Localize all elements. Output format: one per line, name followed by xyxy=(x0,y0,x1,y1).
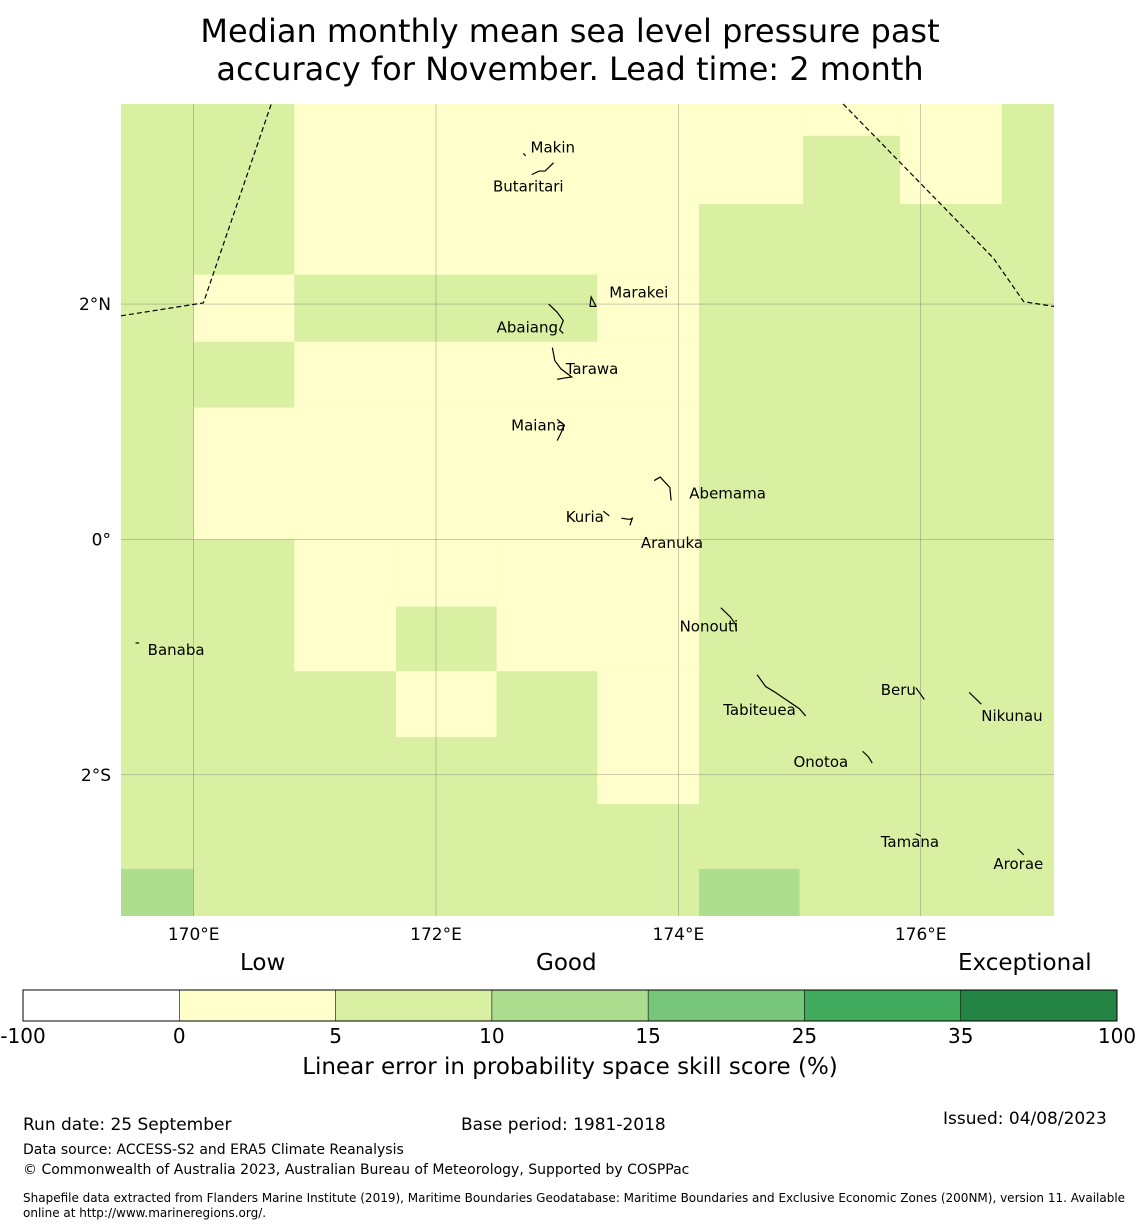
copyright: © Commonwealth of Australia 2023, Austra… xyxy=(23,1162,690,1178)
lat-tick-label: 2°S xyxy=(81,766,111,786)
eez-boundary-line xyxy=(120,103,272,317)
island-label-nikunau: Nikunau xyxy=(981,707,1042,725)
lat-tick-label: 0° xyxy=(92,530,111,550)
chart-title: Median monthly mean sea level pressure p… xyxy=(0,12,1140,88)
colorbar-tick-label: 100 xyxy=(1097,1024,1137,1048)
island-outline-marakei xyxy=(589,295,597,308)
graticule xyxy=(121,104,1054,916)
skill-cell xyxy=(698,868,800,916)
skill-cell xyxy=(396,671,497,738)
island-label-abaiang: Abaiang xyxy=(497,319,558,337)
colorbar-tick-label: 5 xyxy=(329,1024,342,1048)
island-label-marakei: Marakei xyxy=(609,283,668,301)
island-outline-onotoa xyxy=(862,750,873,764)
island-label-kuria: Kuria xyxy=(566,508,604,526)
island-label-makin: Makin xyxy=(531,139,576,157)
lat-tick-label: 2°N xyxy=(79,295,111,315)
colorbar-label-good: Good xyxy=(536,950,597,976)
skill-cell xyxy=(900,104,1002,205)
island-outline-nikunau xyxy=(968,691,982,705)
skill-cell xyxy=(193,274,295,342)
island-outline-makin xyxy=(522,152,527,157)
colorbar-bin xyxy=(491,990,649,1021)
colorbar-tick-label: 15 xyxy=(635,1024,661,1048)
colorbar-bin xyxy=(335,990,492,1021)
data-source: Data source: ACCESS-S2 and ERA5 Climate … xyxy=(23,1142,404,1158)
skill-cell xyxy=(121,868,194,916)
island-outline-aranuka xyxy=(621,517,634,526)
title-line-2: accuracy for November. Lead time: 2 mont… xyxy=(216,50,924,88)
colorbar-tick-label: 10 xyxy=(479,1024,505,1048)
island-label-onotoa: Onotoa xyxy=(793,753,848,771)
island-outline-maiana xyxy=(556,418,566,441)
colorbar xyxy=(22,989,1118,1022)
skill-cell xyxy=(803,104,901,136)
run-date: Run date: 25 September xyxy=(23,1115,232,1135)
island-label-beru: Beru xyxy=(881,681,916,699)
island-outline-tamana xyxy=(915,833,921,837)
island-label-butaritari: Butaritari xyxy=(493,177,564,195)
lon-tick-label: 176°E xyxy=(895,925,947,945)
lon-tick-label: 174°E xyxy=(653,925,705,945)
island-label-tabiteuea: Tabiteuea xyxy=(722,701,796,719)
island-outline-tarawa xyxy=(551,347,574,380)
skill-cell xyxy=(597,274,699,342)
skill-cell xyxy=(496,539,699,672)
colorbar-tick-label: -100 xyxy=(0,1024,46,1048)
skill-cell xyxy=(294,104,699,275)
island-outline-kuria xyxy=(602,510,610,517)
island-label-aranuka: Aranuka xyxy=(641,534,703,552)
colorbar-tick-label: 35 xyxy=(947,1024,974,1048)
skill-cells xyxy=(121,104,1054,916)
island-outline-nonouti xyxy=(720,607,738,632)
island-label-tamana: Tamana xyxy=(880,833,939,851)
colorbar-axis-label: Linear error in probability space skill … xyxy=(302,1054,838,1080)
skill-cell xyxy=(698,104,804,205)
skill-cell xyxy=(396,539,497,607)
island-label-nonouti: Nonouti xyxy=(680,618,739,636)
colorbar-bin xyxy=(960,990,1117,1021)
colorbar-bin xyxy=(23,990,180,1021)
island-label-banaba: Banaba xyxy=(148,641,205,659)
base-period: Base period: 1981-2018 xyxy=(461,1115,666,1135)
eez-boundary-line xyxy=(842,103,1055,308)
colorbar-tick-label: 25 xyxy=(791,1024,818,1048)
colorbar-tick-label: 0 xyxy=(172,1024,186,1048)
lon-tick-label: 170°E xyxy=(168,925,220,945)
colorbar-label-exceptional: Exceptional xyxy=(958,950,1092,976)
skill-cell xyxy=(294,539,397,672)
island-outline-arorae xyxy=(1017,848,1025,856)
colorbar-bin xyxy=(804,990,961,1021)
colorbar-frame xyxy=(22,989,1118,1022)
map-axes: 170°E 172°E 174°E 176°E 2°N 0° 2°S xyxy=(79,295,947,945)
island-label-abemama: Abemama xyxy=(689,485,766,503)
title-line-1: Median monthly mean sea level pressure p… xyxy=(200,12,940,50)
lon-tick-label: 172°E xyxy=(410,925,462,945)
island-outline-beru xyxy=(915,687,925,700)
islands: Makin Butaritari Marakei Abaiang Tarawa Maian… xyxy=(135,139,1043,873)
issued-date: Issued: 04/08/2023 xyxy=(943,1109,1107,1129)
colorbar-label-low: Low xyxy=(240,950,286,976)
island-outline-abaiang xyxy=(548,303,564,334)
colorbar-bin xyxy=(648,990,805,1021)
eez-boundaries xyxy=(120,103,1055,317)
island-outline-tabiteuea xyxy=(756,674,807,717)
colorbar-bin xyxy=(179,990,336,1021)
island-label-tarawa: Tarawa xyxy=(565,360,619,378)
island-outline-abemama xyxy=(653,476,672,501)
skill-cell xyxy=(193,407,699,540)
island-label-arorae: Arorae xyxy=(993,855,1043,873)
island-label-maiana: Maiana xyxy=(511,416,565,434)
shapefile-credit: Shapefile data extracted from Flanders M… xyxy=(23,1191,1126,1220)
skill-cell xyxy=(294,341,699,408)
skill-cell xyxy=(597,671,699,805)
island-outline-butaritari xyxy=(531,162,554,176)
